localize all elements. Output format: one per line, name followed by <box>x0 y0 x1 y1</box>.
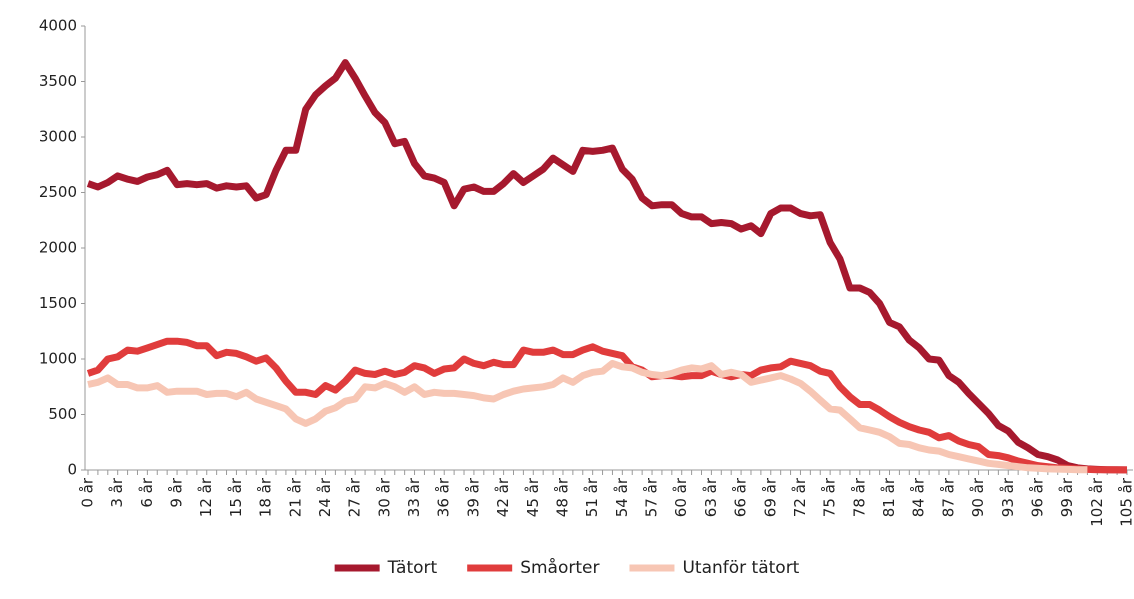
x-tick-label: 21 år <box>286 477 304 517</box>
x-tick-label: 51 år <box>583 477 601 517</box>
x-tick-label: 96 år <box>1028 477 1046 517</box>
x-tick-label: 90 år <box>969 477 987 517</box>
y-tick-label: 2000 <box>39 239 77 257</box>
x-tick-label: 48 år <box>553 477 571 517</box>
line-series <box>87 359 1088 474</box>
line-series <box>86 59 1128 474</box>
x-tick-label: 99 år <box>1058 477 1076 517</box>
y-tick-label: 1500 <box>39 294 77 312</box>
x-tick-label: 39 år <box>464 477 482 517</box>
y-tick-label: 3000 <box>39 128 77 146</box>
legend-label: Småorter <box>520 557 599 578</box>
x-tick-label: 93 år <box>999 477 1017 517</box>
x-tick-label: 42 år <box>494 477 512 517</box>
legend-label: Tätort <box>387 558 438 578</box>
y-tick-label: 0 <box>67 461 77 479</box>
x-tick-label: 24 år <box>316 477 334 517</box>
line-series <box>86 337 1127 474</box>
x-tick-label: 36 år <box>435 477 453 517</box>
x-tick-label: 78 år <box>850 477 868 517</box>
x-tick-label: 66 år <box>732 477 750 517</box>
x-tick-label: 57 år <box>643 477 661 517</box>
x-tick-label: 0 år <box>79 477 97 508</box>
x-tick-label: 69 år <box>761 477 779 517</box>
y-tick-label: 4000 <box>39 17 77 35</box>
legend-label: Utanför tätort <box>682 558 799 578</box>
x-tick-label: 60 år <box>672 477 690 517</box>
x-tick-label: 33 år <box>405 477 423 517</box>
x-tick-label: 84 år <box>910 477 928 517</box>
x-tick-label: 30 år <box>375 477 393 517</box>
x-tick-label: 9 år <box>168 477 186 508</box>
x-tick-label: 15 år <box>227 477 245 517</box>
x-tick-label: 105 år <box>1118 477 1134 527</box>
x-tick-label: 75 år <box>821 477 839 517</box>
x-tick-label: 12 år <box>197 477 215 517</box>
y-tick-label: 1000 <box>39 350 77 368</box>
x-tick-label: 72 år <box>791 477 809 517</box>
x-tick-label: 27 år <box>346 477 364 517</box>
x-tick-label: 3 år <box>108 477 126 508</box>
x-tick-label: 102 år <box>1088 477 1106 527</box>
x-tick-label: 87 år <box>939 477 957 517</box>
x-tick-label: 54 år <box>613 477 631 517</box>
x-tick-label: 63 år <box>702 477 720 517</box>
y-tick-label: 500 <box>48 405 77 423</box>
x-tick-label: 45 år <box>524 477 542 517</box>
x-tick-label: 81 år <box>880 477 898 517</box>
x-tick-label: 18 år <box>257 477 275 517</box>
y-tick-label: 3500 <box>39 72 77 90</box>
x-tick-label: 6 år <box>138 477 156 508</box>
y-tick-label: 2500 <box>39 183 77 201</box>
